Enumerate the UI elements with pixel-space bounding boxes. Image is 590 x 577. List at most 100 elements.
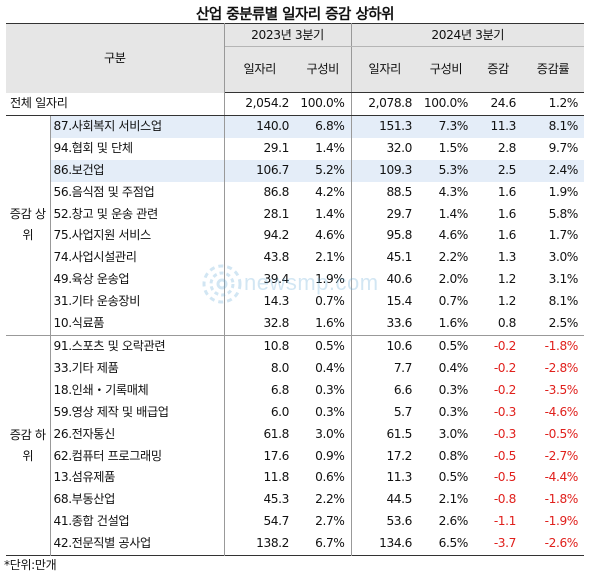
total-jobs-2023: 2,054.2 [224,92,295,116]
total-label: 전체 일자리 [6,92,225,116]
cell-change: -0.2 [493,338,517,353]
cell-share-2024: 4.3% [438,184,469,199]
cell-share-2023: 1.9% [295,269,352,292]
cell-jobs-2024: 53.6 [386,514,412,529]
table-row: 68.부동산업 45.3 2.2% 44.5 2.1% -0.8 -1.8% [6,489,584,512]
header-period-2023: 2023년 3분기 [224,23,352,47]
cell-rate: 2.4% [522,159,584,182]
header-share-2024: 구성비 [418,46,474,93]
cell-jobs-2024: 45.1 [386,250,412,265]
cell-rate: 1.9% [548,184,579,199]
unit-footnote: *단위:만개 [4,558,57,572]
cell-jobs-2023: 106.7 [224,159,295,182]
cell-share-2024: 0.5% [438,338,469,353]
cell-jobs-2023: 140.0 [224,115,295,138]
total-share-2024: 100.0% [418,92,474,116]
cell-jobs-2023: 17.6 [263,448,289,463]
table-body: 전체 일자리 2,054.2 100.0% 2,078.8 100.0% 24.… [6,92,584,556]
cell-change: 11.3 [474,115,522,138]
table-row: 49.육상 운송업 39.4 1.9% 40.6 2.0% 1.2 3.1% [6,269,584,292]
table-row: 13.섬유제품 11.8 0.6% 11.3 0.5% -0.5 -4.4% [6,467,584,490]
industry-name: 26.전자통신 [50,423,225,446]
cell-share-2023: 1.6% [295,313,352,336]
cell-jobs-2023: 29.1 [263,140,289,155]
cell-share-2024: 5.3% [418,159,474,182]
cell-jobs-2024: 40.6 [386,272,412,287]
table-row: 52.창고 및 운송 관련 28.1 1.4% 29.7 1.4% 1.6 5.8% [6,203,584,226]
cell-change: 1.6 [497,206,517,221]
cell-share-2023: 0.3% [295,401,352,424]
total-row: 전체 일자리 2,054.2 100.0% 2,078.8 100.0% 24.… [6,92,584,116]
cell-jobs-2024: 61.5 [386,426,412,441]
cell-jobs-2023: 45.3 [263,492,289,507]
table-row: 62.컴퓨터 프로그래밍 17.6 0.9% 17.2 0.8% -0.5 -2.7% [6,445,584,468]
cell-rate: -2.6% [544,536,579,551]
cell-share-2023: 0.6% [295,467,352,490]
cell-share-2024: 2.2% [438,250,469,265]
cell-share-2024: 0.4% [438,360,469,375]
table-row: 18.인쇄・기록매체 6.8 0.3% 6.6 0.3% -0.2 -3.5% [6,379,584,402]
cell-jobs-2023: 61.8 [263,426,289,441]
cell-rate: -2.8% [544,360,579,375]
total-share-2023: 100.0% [295,92,352,116]
cell-share-2023: 2.7% [295,511,352,534]
industry-name: 62.컴퓨터 프로그래밍 [50,445,225,468]
table-row: 증감 하위 91.스포츠 및 오락관련 10.8 0.5% 10.6 0.5% -0.2 -1… [6,335,584,556]
industry-name: 10.식료품 [50,313,225,336]
cell-jobs-2023: 39.4 [263,272,289,287]
cell-jobs-2023: 86.8 [263,184,289,199]
cell-rate: -1.8% [544,492,579,507]
jobs-table: 구분 2023년 3분기 2024년 3분기 일자리 구성비 일자리 구성비 증… [6,23,584,557]
cell-share-2023: 0.4% [295,357,352,380]
cell-jobs-2024: 15.4 [386,294,412,309]
industry-name: 13.섬유제품 [50,467,225,490]
cell-change: -0.3 [493,404,517,419]
header-change: 증감 [474,46,522,93]
cell-rate: -3.5% [544,382,579,397]
table-row: 31.기타 운송장비 14.3 0.7% 15.4 0.7% 1.2 8.1% [6,291,584,314]
cell-change: 1.6 [497,228,517,243]
group-label: 증감 하위 [6,335,51,556]
industry-name: 41.종합 건설업 [50,511,225,534]
industry-name: 49.육상 운송업 [50,269,225,292]
cell-jobs-2023: 11.8 [263,470,289,485]
cell-share-2024: 3.0% [438,426,469,441]
cell-jobs-2024: 95.8 [386,228,412,243]
cell-share-2024: 1.6% [418,313,474,336]
table-row: 42.전문직별 공사업 138.2 6.7% 134.6 6.5% -3.7 -2.6% [6,533,584,556]
cell-jobs-2024: 33.6 [351,313,418,336]
table-row: 26.전자통신 61.8 3.0% 61.5 3.0% -0.3 -0.5% [6,423,584,446]
cell-jobs-2024: 11.3 [386,470,412,485]
industry-name: 59.영상 제작 및 배급업 [50,401,225,424]
table-row: 75.사업지원 서비스 94.2 4.6% 95.8 4.6% 1.6 1.7% [6,225,584,248]
cell-change: 1.2 [497,272,517,287]
header-jobs-2023: 일자리 [224,46,295,93]
cell-share-2023: 2.2% [295,489,352,512]
cell-change: -0.5 [493,470,517,485]
table-row: 41.종합 건설업 54.7 2.7% 53.6 2.6% -1.1 -1.9% [6,511,584,534]
cell-share-2024: 1.5% [438,140,469,155]
cell-jobs-2023: 6.0 [270,404,290,419]
cell-jobs-2023: 43.8 [263,250,289,265]
cell-share-2024: 0.3% [438,404,469,419]
cell-share-2024: 4.6% [438,228,469,243]
cell-share-2024: 6.5% [438,536,469,551]
header-share-2023: 구성비 [295,46,352,93]
industry-name: 33.기타 제품 [50,357,225,380]
cell-change: 0.8 [474,313,522,336]
cell-share-2024: 0.7% [438,294,469,309]
table-title: 산업 중분류별 일자리 증감 상하위 [196,7,394,23]
cell-rate: 2.5% [522,313,584,336]
industry-name: 75.사업지원 서비스 [50,225,225,248]
industry-name: 91.스포츠 및 오락관련 [50,335,225,358]
cell-rate: 3.1% [548,272,579,287]
industry-name: 87.사회복지 서비스업 [50,115,225,138]
cell-jobs-2024: 134.6 [379,536,412,551]
cell-jobs-2024: 7.7 [393,360,413,375]
cell-jobs-2024: 10.6 [386,338,412,353]
cell-change: 1.3 [497,250,517,265]
cell-share-2023: 0.7% [295,291,352,314]
group-label: 증감 상위 [6,115,51,336]
industry-name: 56.음식점 및 주점업 [50,181,225,204]
cell-share-2023: 0.5% [295,335,352,358]
